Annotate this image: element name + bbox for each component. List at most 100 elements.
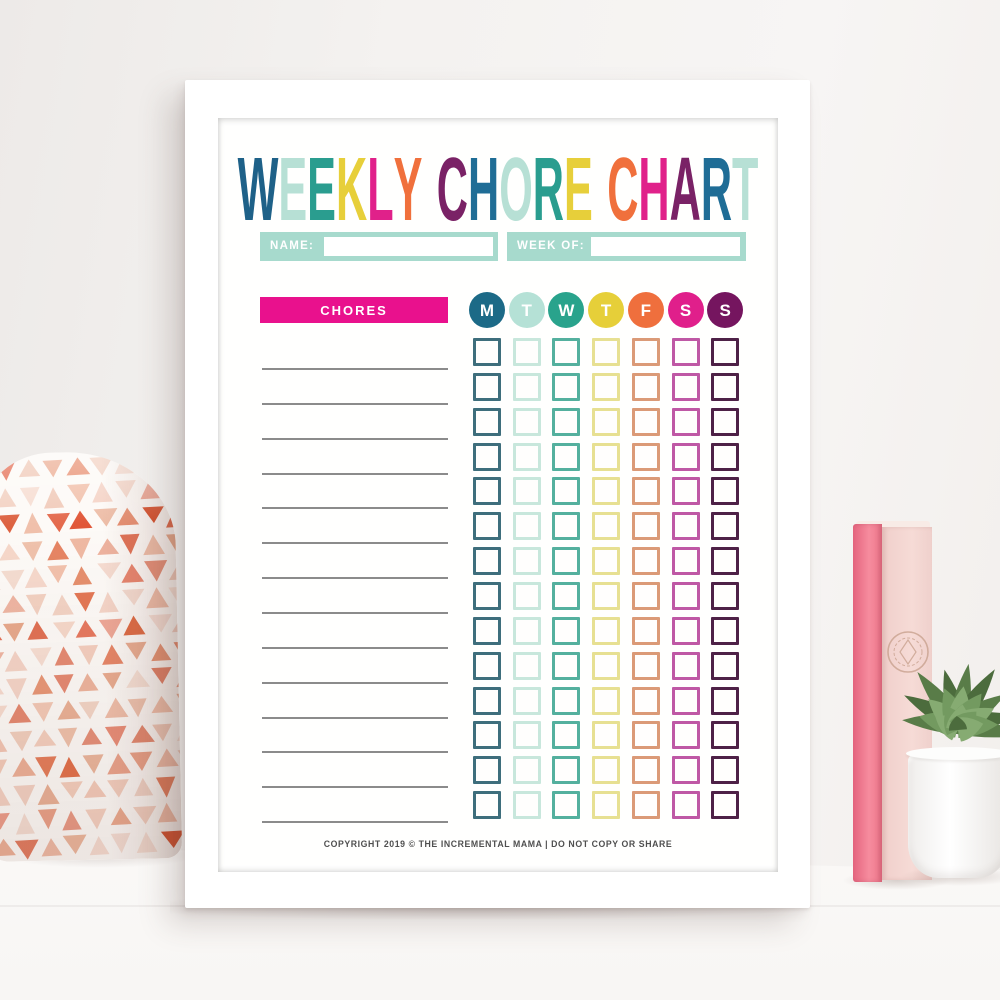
checkbox[interactable]	[552, 721, 581, 750]
checkbox[interactable]	[711, 338, 740, 366]
checkbox[interactable]	[631, 477, 660, 506]
checkbox[interactable]	[473, 372, 501, 401]
checkbox[interactable]	[671, 547, 700, 576]
checkbox[interactable]	[631, 547, 660, 576]
checkbox[interactable]	[473, 442, 501, 471]
checkbox[interactable]	[592, 581, 621, 610]
checkbox[interactable]	[631, 407, 660, 436]
checkbox[interactable]	[592, 372, 621, 401]
checkbox[interactable]	[512, 651, 541, 680]
checkbox[interactable]	[473, 581, 501, 610]
checkbox[interactable]	[552, 442, 581, 471]
chore-write-line[interactable]	[262, 577, 448, 580]
checkbox[interactable]	[711, 372, 740, 401]
checkbox[interactable]	[512, 686, 541, 715]
checkbox[interactable]	[631, 686, 660, 715]
chore-write-line[interactable]	[262, 786, 448, 789]
chore-write-line[interactable]	[262, 681, 448, 684]
checkbox[interactable]	[671, 442, 700, 471]
checkbox[interactable]	[473, 407, 501, 436]
chore-write-line[interactable]	[262, 368, 448, 370]
checkbox[interactable]	[552, 581, 581, 610]
checkbox[interactable]	[711, 616, 740, 645]
checkbox[interactable]	[552, 477, 581, 506]
checkbox[interactable]	[552, 686, 581, 715]
checkbox[interactable]	[512, 372, 541, 401]
chore-write-line[interactable]	[262, 402, 448, 405]
chore-write-line[interactable]	[262, 751, 448, 754]
chore-write-line[interactable]	[262, 611, 448, 614]
checkbox[interactable]	[671, 756, 700, 785]
checkbox[interactable]	[512, 581, 541, 610]
checkbox[interactable]	[552, 407, 581, 436]
checkbox[interactable]	[592, 616, 621, 645]
checkbox[interactable]	[592, 442, 621, 471]
checkbox[interactable]	[631, 512, 660, 541]
checkbox[interactable]	[592, 338, 621, 366]
checkbox[interactable]	[631, 581, 660, 610]
checkbox[interactable]	[631, 372, 660, 401]
checkbox[interactable]	[473, 651, 501, 680]
checkbox[interactable]	[711, 442, 740, 471]
checkbox[interactable]	[631, 791, 660, 820]
checkbox[interactable]	[631, 616, 660, 645]
checkbox[interactable]	[592, 547, 621, 576]
checkbox[interactable]	[592, 512, 621, 541]
checkbox[interactable]	[473, 756, 501, 785]
checkbox[interactable]	[473, 721, 501, 750]
checkbox[interactable]	[671, 372, 700, 401]
checkbox[interactable]	[711, 651, 740, 680]
checkbox[interactable]	[671, 651, 700, 680]
checkbox[interactable]	[711, 721, 740, 750]
checkbox[interactable]	[711, 547, 740, 576]
checkbox[interactable]	[631, 721, 660, 750]
chore-write-line[interactable]	[262, 716, 448, 719]
checkbox[interactable]	[473, 477, 501, 506]
checkbox[interactable]	[671, 512, 700, 541]
checkbox[interactable]	[592, 791, 621, 820]
checkbox[interactable]	[552, 756, 581, 785]
checkbox[interactable]	[671, 791, 700, 820]
checkbox[interactable]	[711, 581, 740, 610]
checkbox[interactable]	[473, 791, 501, 820]
checkbox[interactable]	[711, 686, 740, 715]
checkbox[interactable]	[671, 581, 700, 610]
checkbox[interactable]	[512, 407, 541, 436]
checkbox[interactable]	[552, 512, 581, 541]
checkbox[interactable]	[473, 616, 501, 645]
checkbox[interactable]	[552, 547, 581, 576]
checkbox[interactable]	[711, 756, 740, 785]
checkbox[interactable]	[671, 686, 700, 715]
chore-write-line[interactable]	[262, 821, 448, 824]
chore-write-line[interactable]	[262, 437, 448, 440]
checkbox[interactable]	[592, 721, 621, 750]
checkbox[interactable]	[512, 477, 541, 506]
checkbox[interactable]	[671, 616, 700, 645]
checkbox[interactable]	[512, 616, 541, 645]
checkbox[interactable]	[552, 651, 581, 680]
checkbox[interactable]	[671, 477, 700, 506]
checkbox[interactable]	[631, 338, 660, 366]
checkbox[interactable]	[711, 512, 740, 541]
chore-write-line[interactable]	[262, 507, 448, 510]
checkbox[interactable]	[671, 407, 700, 436]
chore-write-line[interactable]	[262, 646, 448, 649]
checkbox[interactable]	[552, 338, 581, 366]
checkbox[interactable]	[592, 651, 621, 680]
checkbox[interactable]	[631, 756, 660, 785]
chore-write-line[interactable]	[262, 542, 448, 545]
checkbox[interactable]	[631, 442, 660, 471]
chore-write-line[interactable]	[262, 472, 448, 475]
checkbox[interactable]	[512, 791, 541, 820]
checkbox[interactable]	[671, 338, 700, 366]
checkbox[interactable]	[711, 477, 740, 506]
checkbox[interactable]	[512, 338, 541, 366]
checkbox[interactable]	[552, 616, 581, 645]
checkbox[interactable]	[512, 442, 541, 471]
name-input[interactable]	[324, 237, 493, 256]
checkbox[interactable]	[552, 372, 581, 401]
checkbox[interactable]	[473, 547, 501, 576]
checkbox[interactable]	[592, 756, 621, 785]
checkbox[interactable]	[473, 512, 501, 541]
week-of-input[interactable]	[591, 237, 740, 256]
